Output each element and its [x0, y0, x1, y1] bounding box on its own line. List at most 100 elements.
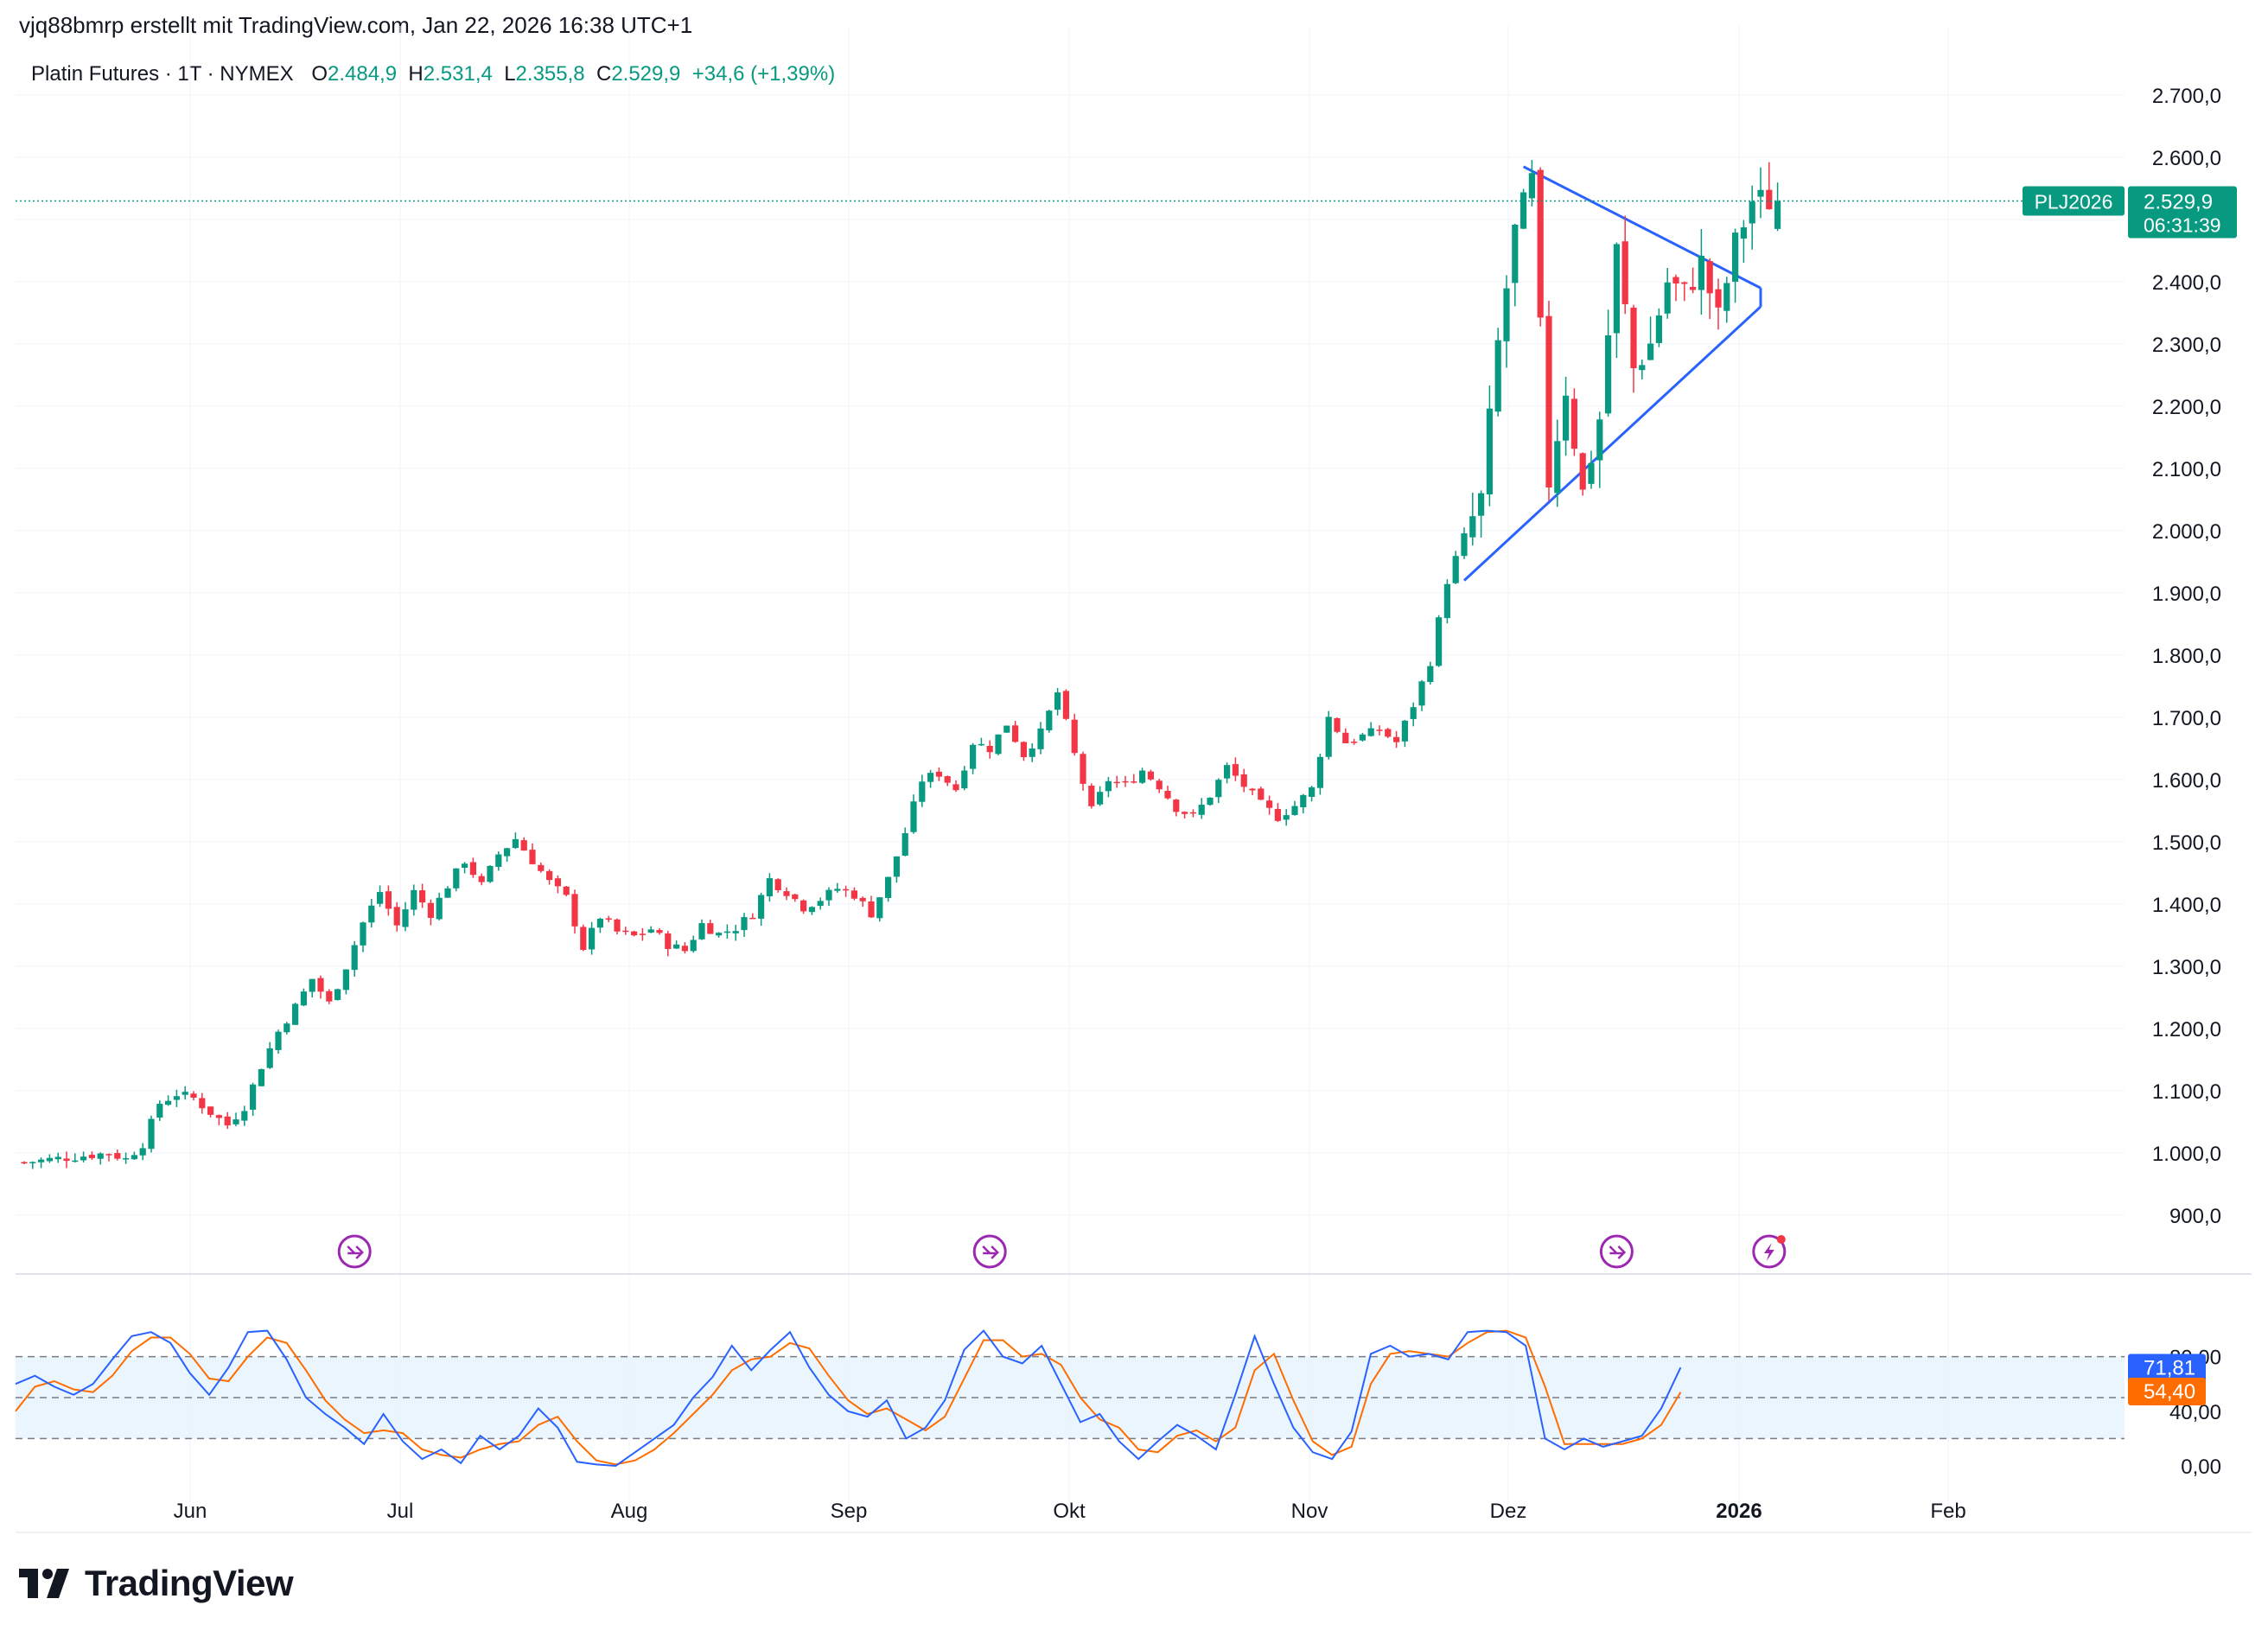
candle-body — [571, 894, 578, 927]
candle-body — [800, 900, 807, 912]
candle-body — [1613, 244, 1620, 334]
candle-body — [1300, 794, 1307, 808]
candle-body — [885, 876, 892, 898]
candle-body — [29, 1162, 36, 1163]
candle-body — [139, 1148, 146, 1156]
stochastic-band — [16, 1355, 2125, 1440]
candle-body — [843, 889, 850, 891]
candle-body — [54, 1156, 61, 1160]
candle-body — [1706, 261, 1713, 294]
candle-body — [927, 773, 934, 782]
event-circle — [1599, 1234, 1634, 1269]
candle-body — [1071, 719, 1078, 754]
candle-body — [1173, 799, 1180, 812]
candle-body — [63, 1158, 70, 1162]
candle-body — [1570, 398, 1577, 449]
candle-body — [495, 854, 502, 867]
stochastic-axis-tick-label: 0,00 — [2181, 1455, 2221, 1479]
event-circle — [337, 1234, 372, 1269]
candle-body — [868, 901, 875, 918]
triangle-lower-line — [1462, 305, 1762, 582]
candle-body — [1258, 788, 1265, 800]
candle-body — [1020, 742, 1027, 758]
candle-body — [563, 886, 570, 895]
candle-body — [952, 784, 959, 791]
low-value: 2.355,8 — [515, 62, 585, 86]
candle-body — [1224, 765, 1231, 779]
candle-body — [1334, 718, 1341, 732]
candle-body — [1520, 192, 1527, 229]
candle-body — [1639, 365, 1646, 371]
y-axis-tick-label: 2.200,0 — [2152, 396, 2221, 419]
candle-body — [46, 1157, 53, 1162]
candle-body — [1359, 734, 1366, 741]
candle-body — [614, 919, 621, 932]
arrow-glyph — [982, 1245, 999, 1259]
candle-body — [808, 907, 815, 913]
change-value: +34,6 (+1,39%) — [691, 62, 836, 86]
candle-body — [275, 1031, 282, 1050]
candle-body — [859, 897, 866, 901]
stochastic-d-tag-value: 54,40 — [2144, 1380, 2195, 1404]
candle-body — [233, 1119, 239, 1124]
candle-body — [1647, 343, 1654, 360]
candle-body — [1088, 786, 1095, 806]
notification-dot — [1776, 1235, 1786, 1244]
candle-body — [1554, 441, 1561, 494]
candle-body — [834, 889, 841, 891]
candle-body — [622, 930, 629, 933]
x-axis-tick-label: Nov — [1291, 1500, 1328, 1523]
candle-body — [1325, 717, 1332, 757]
candle-body — [1080, 754, 1086, 784]
candle-body — [741, 917, 748, 931]
candle-body — [995, 734, 1002, 755]
candle-body — [105, 1154, 112, 1156]
candle-body — [1215, 780, 1222, 798]
candle-body — [156, 1104, 163, 1118]
candle-body — [1401, 720, 1408, 742]
candle-body — [716, 933, 723, 936]
candle-body — [1486, 408, 1493, 495]
candle-body — [723, 931, 730, 933]
candle-body — [1469, 516, 1476, 538]
candle-body — [88, 1155, 95, 1158]
candle-body — [1156, 780, 1163, 790]
candle-body — [334, 989, 341, 1001]
candle-body — [1478, 493, 1485, 516]
candle-body — [1494, 340, 1501, 412]
candle-body — [478, 876, 485, 882]
candle-body — [605, 918, 612, 920]
open-label: O — [311, 62, 328, 86]
candle-body — [1139, 770, 1146, 783]
candle-body — [774, 879, 781, 891]
candle-body — [1757, 189, 1764, 197]
candle-body — [690, 940, 697, 952]
candle-body — [1461, 533, 1468, 557]
candle-body — [817, 901, 824, 907]
y-axis-tick-label: 1.900,0 — [2152, 583, 2221, 606]
candle-body — [1410, 707, 1417, 719]
candle-body — [1003, 725, 1010, 733]
candle-body — [944, 776, 951, 783]
candle-body — [1342, 732, 1349, 743]
candle-body — [589, 927, 596, 950]
candle-body — [1672, 277, 1679, 284]
candle-body — [1698, 255, 1704, 290]
earnings-flash-icon — [1752, 1234, 1787, 1269]
y-axis-tick-label: 2.600,0 — [2152, 147, 2221, 170]
candle-body — [360, 922, 366, 946]
candle-body — [1207, 797, 1214, 806]
candle-body — [910, 801, 917, 832]
candle-body — [411, 889, 417, 910]
candle-body — [1062, 691, 1069, 719]
candle-body — [182, 1092, 188, 1095]
candle-body — [1385, 729, 1392, 737]
candle-body — [1545, 315, 1552, 487]
y-axis-tick-label: 1.300,0 — [2152, 956, 2221, 979]
candle-body — [1164, 790, 1171, 799]
candle-body — [207, 1106, 214, 1115]
candle-body — [631, 931, 638, 936]
high-value: 2.531,4 — [423, 62, 493, 86]
symbol-name: Platin Futures · 1T · NYMEX — [31, 62, 294, 86]
